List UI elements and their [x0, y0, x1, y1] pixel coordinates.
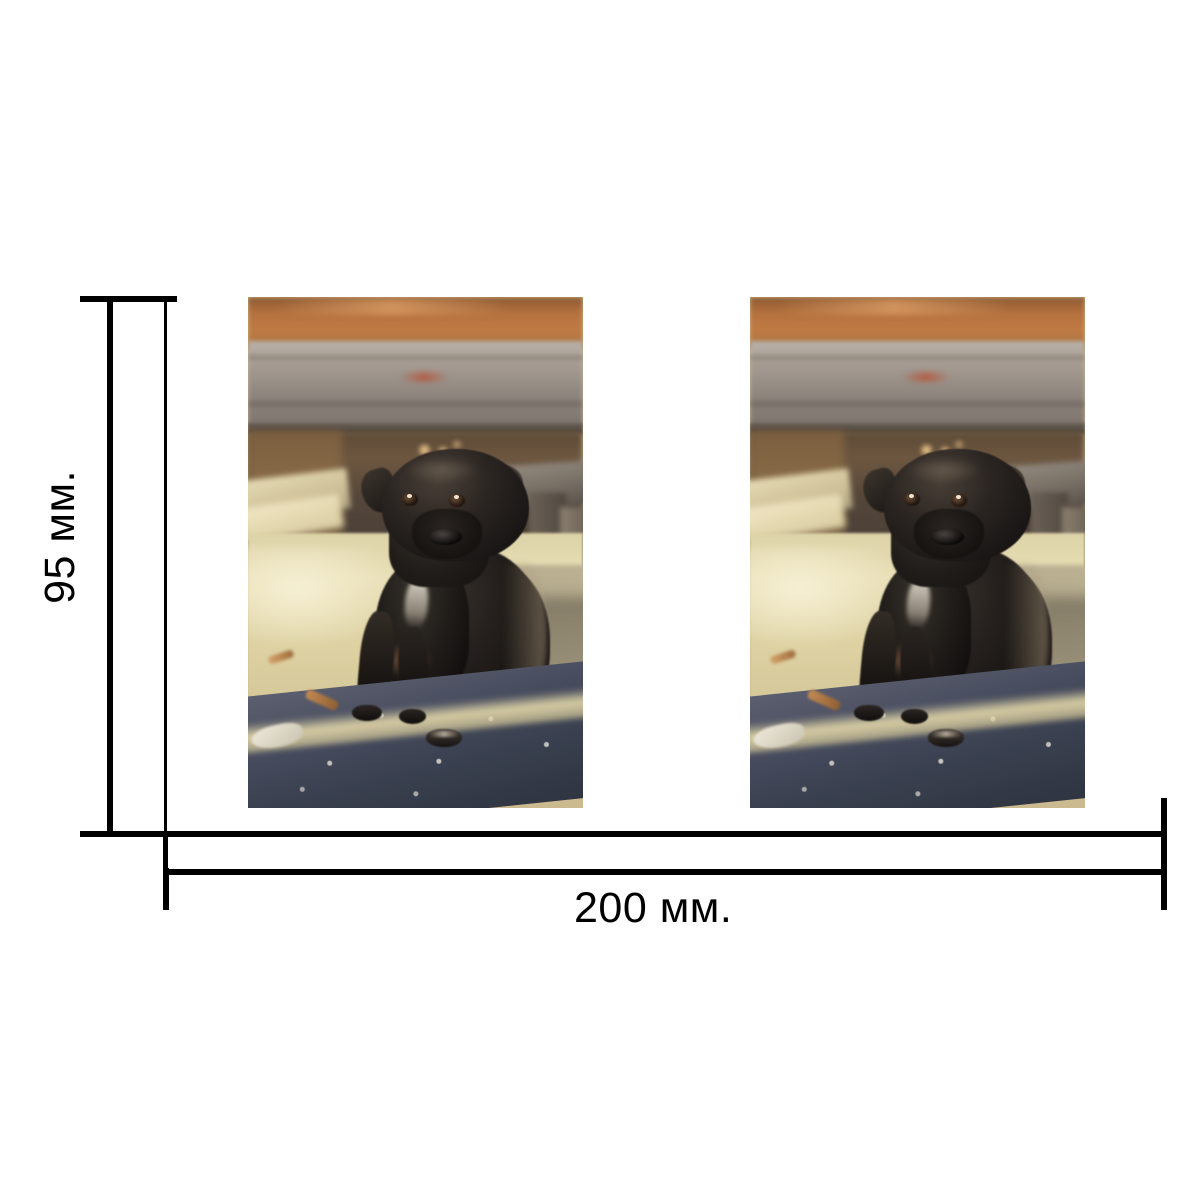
dog-right-eye-glint [454, 495, 460, 499]
dog-front-right-paw [900, 709, 928, 724]
width-dimension-line [163, 869, 1166, 875]
dog-nose [428, 529, 463, 545]
crate-top-highlight [274, 299, 510, 315]
bokeh-light-3 [952, 439, 965, 450]
dog-head-highlight [405, 457, 480, 483]
dog-left-eye [904, 493, 921, 506]
dog-hind-paw-highlight [930, 731, 962, 737]
crate-grain-line-b [248, 401, 583, 407]
dog-right-eye-glint [956, 495, 962, 499]
dog-front-right-paw [398, 709, 426, 724]
product-photo-1 [248, 297, 583, 808]
dog-left-eye [402, 493, 419, 506]
height-dimension-line [107, 296, 113, 836]
height-dimension-label-text: 95 мм. [36, 470, 84, 604]
dog-right-eye [449, 494, 465, 507]
width-dimension-label: 200 мм. [574, 884, 733, 932]
crate-rust-mark [398, 369, 449, 385]
width-upper-guide-line [163, 831, 1166, 837]
height-dimension-label: 95 мм. [36, 336, 85, 604]
dog-left-eye-glint [909, 494, 915, 498]
crate-bottom-edge [750, 423, 1085, 434]
crate-front-face [248, 341, 583, 429]
crate-bottom-edge [248, 423, 583, 434]
crate-rust-mark [900, 369, 951, 385]
width-dimension-right-tick [1161, 798, 1167, 910]
height-extension-line-top [164, 296, 167, 836]
dog-head-highlight [907, 457, 982, 483]
dog-nose [930, 529, 965, 545]
crate-grain-line-a [248, 355, 583, 360]
crate-front-face [750, 341, 1085, 429]
dog-left-eye-glint [407, 494, 413, 498]
height-dimension-bottom-tick [80, 831, 177, 837]
crate-grain-line-a [750, 355, 1085, 360]
dog-front-left-paw [351, 705, 382, 721]
width-dimension-left-tick [163, 868, 169, 910]
dog-right-eye [951, 494, 967, 507]
crate-top-highlight [776, 299, 1012, 315]
crate-grain-line-b [750, 401, 1085, 407]
dog-hind-paw-highlight [428, 731, 460, 737]
dog-front-left-paw [853, 705, 884, 721]
height-dimension-top-tick [80, 296, 177, 302]
bokeh-light-3 [450, 439, 463, 450]
product-photo-2 [750, 297, 1085, 808]
